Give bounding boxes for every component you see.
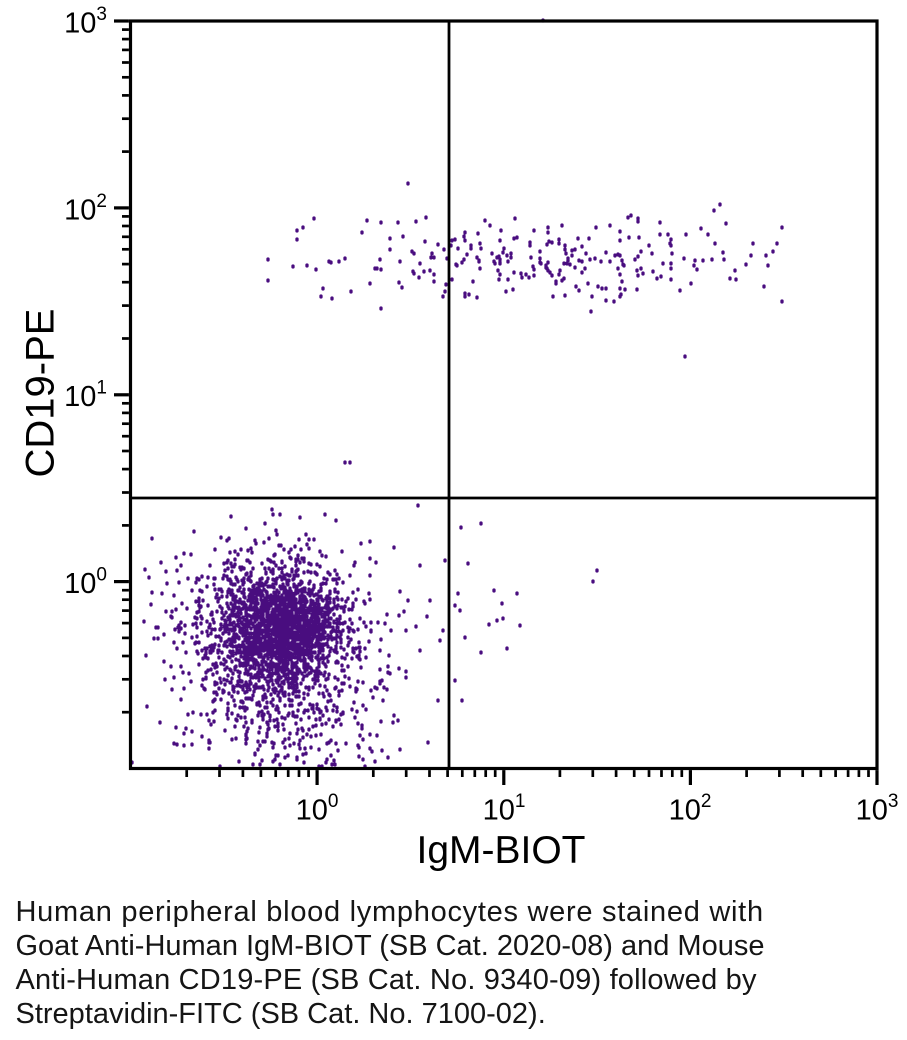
svg-text:102: 102 — [669, 791, 712, 827]
svg-text:103: 103 — [856, 791, 899, 827]
svg-text:IgM-BIOT: IgM-BIOT — [416, 829, 585, 872]
svg-text:101: 101 — [483, 791, 526, 827]
svg-text:102: 102 — [64, 191, 107, 227]
svg-text:100: 100 — [64, 565, 107, 601]
svg-text:100: 100 — [296, 791, 339, 827]
svg-text:101: 101 — [64, 378, 107, 414]
svg-text:103: 103 — [64, 4, 107, 40]
svg-text:CD19-PE: CD19-PE — [19, 309, 63, 478]
